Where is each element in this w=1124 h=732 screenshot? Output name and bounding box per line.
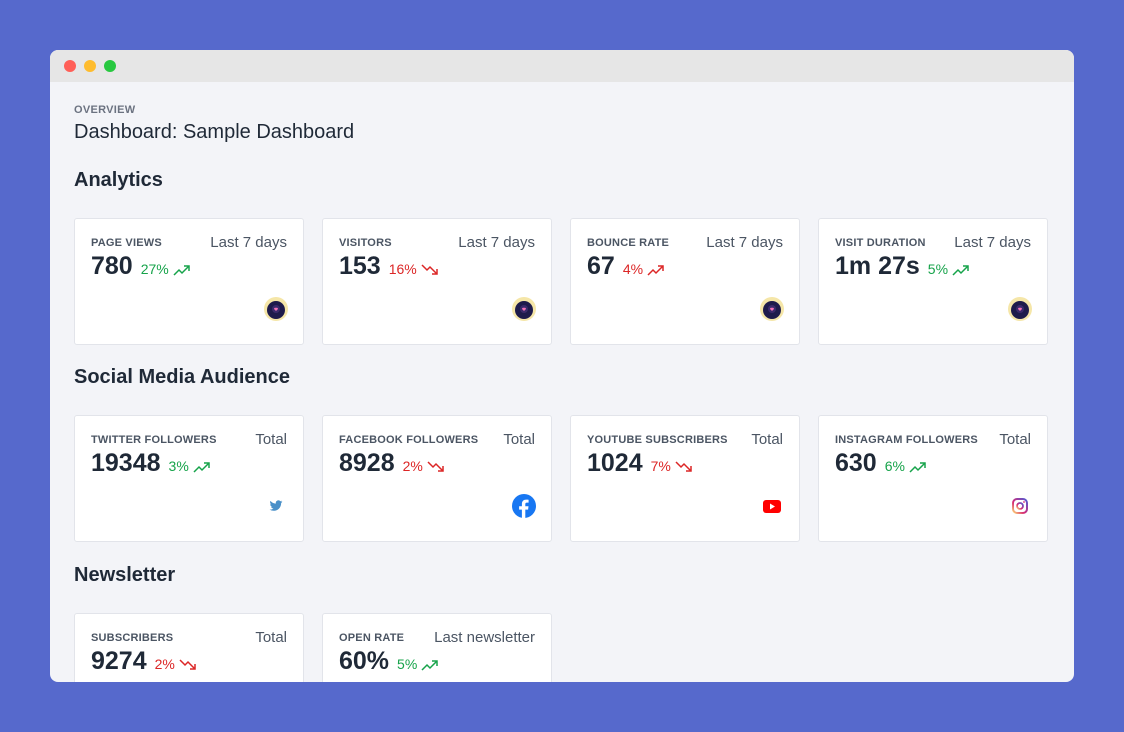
metric-value: 780 (91, 252, 133, 280)
section-title-analytics: Analytics (74, 169, 163, 191)
metric-label: PAGE VIEWS (91, 237, 162, 249)
metric-card-youtube[interactable]: YOUTUBE SUBSCRIBERS Total 1024 7% (570, 415, 800, 542)
window-titlebar (50, 50, 1074, 82)
avatar-icon (1007, 296, 1033, 322)
metric-label: BOUNCE RATE (587, 237, 670, 249)
metric-change: 5% (928, 261, 970, 277)
section-title-newsletter: Newsletter (74, 564, 176, 586)
metric-label: VISITORS (339, 237, 392, 249)
metric-period: Total (255, 629, 287, 646)
metric-label: YOUTUBE SUBSCRIBERS (587, 434, 728, 446)
metric-change: 4% (623, 261, 665, 277)
metric-change: 2% (155, 656, 197, 672)
metric-change: 27% (141, 261, 191, 277)
metric-change: 2% (403, 458, 445, 474)
dashboard-content: OVERVIEW Dashboard: Sample Dashboard Ana… (74, 82, 1050, 682)
metric-change: 16% (389, 261, 439, 277)
metric-period: Last 7 days (954, 234, 1031, 251)
page-eyebrow: OVERVIEW (74, 104, 136, 116)
avatar-icon (759, 296, 785, 322)
metric-change: 5% (397, 656, 439, 672)
trend-up-icon (647, 265, 664, 276)
metric-period: Last 7 days (210, 234, 287, 251)
close-window-button[interactable] (64, 60, 76, 72)
minimize-window-button[interactable] (84, 60, 96, 72)
metric-period: Last newsletter (434, 629, 535, 646)
maximize-window-button[interactable] (104, 60, 116, 72)
metric-label: SUBSCRIBERS (91, 632, 174, 644)
metric-label: TWITTER FOLLOWERS (91, 434, 217, 446)
trend-down-icon (179, 659, 196, 671)
trend-up-icon (421, 660, 439, 671)
trend-down-icon (675, 461, 692, 473)
avatar-icon (263, 296, 289, 322)
metric-card-bounce-rate[interactable]: BOUNCE RATE Last 7 days 67 4% (570, 218, 800, 345)
metric-label: OPEN RATE (339, 632, 405, 644)
metric-change: 6% (885, 458, 927, 474)
metric-change: 7% (651, 458, 693, 474)
youtube-icon (759, 493, 785, 519)
metric-period: Last 7 days (458, 234, 535, 251)
metric-label: VISIT DURATION (835, 237, 926, 249)
instagram-icon (1007, 493, 1033, 519)
trend-up-icon (173, 265, 190, 276)
metric-value: 1m 27s (835, 252, 920, 280)
metric-value: 67 (587, 252, 615, 280)
metric-change: 3% (169, 458, 211, 474)
metric-value: 630 (835, 449, 877, 477)
metric-card-open-rate[interactable]: OPEN RATE Last newsletter 60% 5% (322, 613, 552, 682)
facebook-icon (511, 493, 537, 519)
trend-up-icon (193, 462, 210, 473)
metric-value: 60% (339, 647, 390, 675)
metric-value: 1024 (587, 449, 643, 477)
avatar-icon (511, 296, 537, 322)
metric-value: 19348 (91, 449, 161, 477)
metric-period: Last 7 days (706, 234, 783, 251)
metric-card-visitors[interactable]: VISITORS Last 7 days 153 16% (322, 218, 552, 345)
metric-value: 9274 (91, 647, 147, 675)
trend-up-icon (952, 265, 969, 276)
metric-card-visit-duration[interactable]: VISIT DURATION Last 7 days 1m 27s 5% (818, 218, 1048, 345)
metric-label: INSTAGRAM FOLLOWERS (835, 434, 978, 446)
browser-window: OVERVIEW Dashboard: Sample Dashboard Ana… (50, 50, 1074, 682)
page-title: Dashboard: Sample Dashboard (74, 121, 355, 143)
trend-up-icon (909, 462, 926, 473)
metric-period: Total (751, 431, 783, 448)
metric-card-twitter[interactable]: TWITTER FOLLOWERS Total 19348 3% (74, 415, 304, 542)
metric-card-instagram[interactable]: INSTAGRAM FOLLOWERS Total 630 6% (818, 415, 1048, 542)
metric-period: Total (999, 431, 1031, 448)
metric-period: Total (503, 431, 535, 448)
metric-period: Total (255, 431, 287, 448)
metric-card-subscribers[interactable]: SUBSCRIBERS Total 9274 2% (74, 613, 304, 682)
metric-card-page-views[interactable]: PAGE VIEWS Last 7 days 780 27% (74, 218, 304, 345)
section-title-social: Social Media Audience (74, 366, 290, 388)
trend-down-icon (421, 264, 438, 276)
metric-label: FACEBOOK FOLLOWERS (339, 434, 479, 446)
metric-value: 153 (339, 252, 381, 280)
twitter-icon (263, 493, 289, 519)
metric-card-facebook[interactable]: FACEBOOK FOLLOWERS Total 8928 2% (322, 415, 552, 542)
trend-down-icon (427, 461, 444, 473)
metric-value: 8928 (339, 449, 395, 477)
